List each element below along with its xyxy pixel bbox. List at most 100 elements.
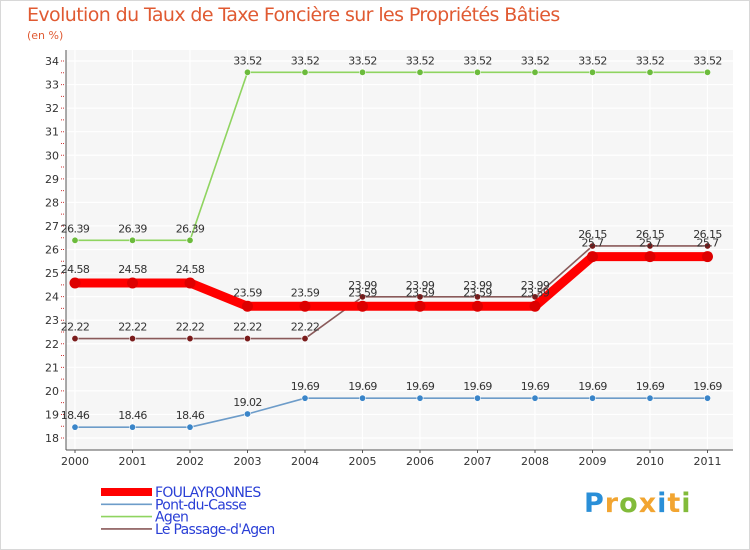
data-point-le-passage-d-agen — [588, 242, 596, 250]
data-point-pont-du-casse — [588, 394, 596, 402]
logo-letter: i — [681, 488, 692, 519]
data-point-le-passage-d-agen — [703, 242, 711, 250]
y-tick-label: 22 — [45, 338, 59, 351]
y-tick-label: 21 — [45, 361, 59, 374]
y-tick-label: 18 — [45, 432, 59, 445]
data-point-le-passage-d-agen — [473, 293, 481, 301]
data-label-agen: 33.52 — [348, 54, 377, 67]
data-point-foulayronnes — [529, 300, 541, 312]
data-label-agen: 33.52 — [233, 54, 262, 67]
data-point-pont-du-casse — [416, 394, 424, 402]
x-tick-label: 2000 — [61, 455, 89, 468]
data-label-pont-du-casse: 19.69 — [636, 380, 665, 393]
data-point-agen — [301, 68, 309, 76]
data-point-pont-du-casse — [301, 394, 309, 402]
data-point-le-passage-d-agen — [244, 335, 252, 343]
data-point-pont-du-casse — [244, 410, 252, 418]
data-point-foulayronnes — [69, 277, 81, 289]
data-point-foulayronnes — [184, 277, 196, 289]
data-label-le-passage-d-agen: 26.15 — [578, 228, 607, 241]
data-label-agen: 33.52 — [291, 54, 320, 67]
y-tick-label: 24 — [45, 291, 59, 304]
data-point-agen — [186, 236, 194, 244]
x-tick-label: 2002 — [176, 455, 204, 468]
y-tick-label: 20 — [45, 385, 59, 398]
data-label-agen: 33.52 — [406, 54, 435, 67]
data-label-le-passage-d-agen: 26.15 — [693, 228, 722, 241]
data-label-foulayronnes: 25.7 — [639, 237, 662, 250]
data-point-agen — [244, 68, 252, 76]
x-tick-label: 2011 — [694, 455, 722, 468]
data-point-foulayronnes — [414, 300, 426, 312]
data-label-foulayronnes: 24.58 — [61, 263, 90, 276]
y-tick-label: 30 — [45, 149, 59, 162]
data-point-foulayronnes — [702, 251, 713, 263]
data-label-pont-du-casse: 19.02 — [233, 396, 262, 409]
data-label-agen: 26.39 — [118, 222, 147, 235]
data-point-pont-du-casse — [473, 394, 481, 402]
y-tick-label: 32 — [45, 102, 59, 115]
x-tick-label: 2001 — [119, 455, 147, 468]
series-line-le-passage-d-agen — [74, 245, 709, 340]
data-point-foulayronnes — [299, 300, 311, 312]
data-label-pont-du-casse: 19.69 — [521, 380, 550, 393]
data-point-pont-du-casse — [531, 394, 539, 402]
legend-label: Pont-du-Casse — [155, 497, 246, 513]
y-tick-label: 31 — [45, 126, 59, 139]
data-label-pont-du-casse: 19.69 — [348, 380, 377, 393]
data-label-foulayronnes: 24.58 — [118, 263, 147, 276]
data-label-agen: 33.52 — [578, 54, 607, 67]
y-tick-label: 26 — [45, 244, 59, 257]
x-tick-label: 2010 — [636, 455, 664, 468]
data-label-agen: 33.52 — [693, 54, 722, 67]
data-point-pont-du-casse — [129, 423, 137, 431]
proxiti-logo: Proxiti — [584, 488, 692, 519]
x-tick-label: 2007 — [464, 455, 492, 468]
data-point-le-passage-d-agen — [129, 335, 137, 343]
y-tick-label: 33 — [45, 79, 59, 92]
data-point-foulayronnes — [127, 277, 138, 289]
y-axis-unit: (en %) — [27, 29, 64, 42]
data-point-pont-du-casse — [703, 394, 711, 402]
data-point-agen — [358, 68, 366, 76]
data-label-pont-du-casse: 19.69 — [463, 380, 492, 393]
data-label-pont-du-casse: 19.69 — [693, 380, 722, 393]
data-point-foulayronnes — [242, 300, 253, 312]
series-line-foulayronnes — [70, 252, 712, 311]
data-point-le-passage-d-agen — [71, 335, 79, 343]
x-tick-label: 2009 — [579, 455, 607, 468]
data-point-agen — [646, 68, 654, 76]
data-point-pont-du-casse — [186, 423, 194, 431]
data-label-foulayronnes: 23.59 — [291, 286, 320, 299]
data-point-agen — [416, 68, 424, 76]
y-tick-label: 29 — [45, 173, 59, 186]
data-label-le-passage-d-agen: 22.22 — [233, 321, 262, 334]
data-label-le-passage-d-agen: 22.22 — [291, 321, 320, 334]
data-label-agen: 33.52 — [521, 54, 550, 67]
data-point-pont-du-casse — [646, 394, 654, 402]
data-point-pont-du-casse — [71, 423, 79, 431]
legend-label: Le Passage-d'Agen — [155, 522, 275, 538]
data-label-pont-du-casse: 18.46 — [61, 409, 90, 422]
data-label-le-passage-d-agen: 22.22 — [61, 321, 90, 334]
data-label-pont-du-casse: 19.69 — [406, 380, 435, 393]
legend-label: Agen — [155, 510, 188, 526]
x-tick-label: 2003 — [234, 455, 262, 468]
data-label-foulayronnes: 23.59 — [463, 286, 492, 299]
logo-letter: P — [584, 488, 605, 519]
data-point-foulayronnes — [472, 300, 483, 312]
data-label-le-passage-d-agen: 23.99 — [348, 279, 377, 292]
y-tick-label: 23 — [45, 314, 59, 327]
y-tick-label: 28 — [45, 196, 59, 209]
data-label-le-passage-d-agen: 23.99 — [406, 279, 435, 292]
series-line-agen — [74, 71, 709, 242]
data-point-le-passage-d-agen — [531, 293, 539, 301]
data-label-pont-du-casse: 18.46 — [118, 409, 147, 422]
data-label-le-passage-d-agen: 22.22 — [118, 321, 147, 334]
data-label-agen: 26.39 — [176, 222, 205, 235]
y-tick-label: 25 — [45, 267, 59, 280]
data-point-foulayronnes — [644, 251, 656, 263]
series-line-pont-du-casse — [74, 397, 709, 428]
legend-label: FOULAYRONNES — [155, 485, 261, 501]
data-point-le-passage-d-agen — [301, 335, 309, 343]
